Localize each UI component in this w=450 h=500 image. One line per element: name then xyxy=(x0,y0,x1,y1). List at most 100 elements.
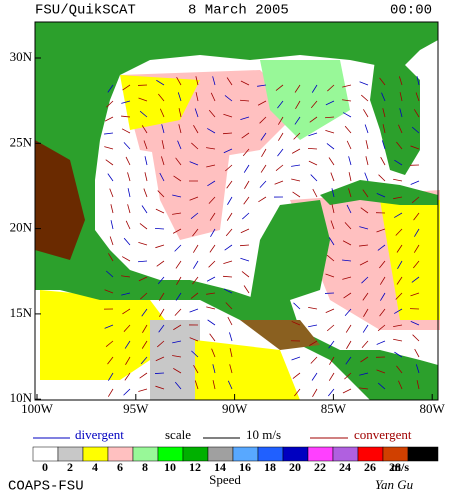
wind-arrow xyxy=(376,369,386,374)
wind-arrow xyxy=(331,188,335,198)
wind-arrow xyxy=(326,254,335,262)
speed-patch xyxy=(260,60,350,140)
speed-patch xyxy=(120,75,200,130)
wind-arrow xyxy=(394,308,403,314)
wind-arrow xyxy=(413,260,420,269)
wind-arrow xyxy=(327,84,335,92)
wind-arrow xyxy=(176,76,182,86)
wind-arrow xyxy=(411,276,420,283)
wind-arrow xyxy=(377,324,386,332)
wind-arrow xyxy=(241,132,250,139)
wind-arrow xyxy=(127,188,131,198)
wind-arrow xyxy=(226,212,233,221)
wind-arrow xyxy=(195,92,199,102)
wind-arrow xyxy=(415,364,420,374)
wind-arrow xyxy=(155,244,165,249)
wind-arrow xyxy=(239,99,250,102)
wind-arrow xyxy=(348,172,352,182)
lon-label: 90W xyxy=(222,401,248,416)
wind-arrow xyxy=(243,196,250,205)
wind-arrow xyxy=(156,260,165,267)
colorbar-label: 12 xyxy=(189,460,201,474)
wind-arrow xyxy=(411,196,420,204)
wind-arrow xyxy=(225,228,233,237)
wind-arrow xyxy=(121,275,131,278)
lon-label: 95W xyxy=(123,401,149,416)
wind-arrow xyxy=(292,191,301,198)
cuba xyxy=(320,180,438,205)
wind-arrow xyxy=(224,244,233,251)
wind-arrow xyxy=(330,220,335,230)
wind-arrow xyxy=(159,172,165,182)
wind-arrow xyxy=(226,180,233,189)
wind-arrow xyxy=(143,140,148,150)
wind-arrow xyxy=(410,292,420,297)
colorbar-label: 24 xyxy=(339,460,351,474)
speed-patch xyxy=(150,320,200,400)
wind-arrow xyxy=(395,292,403,300)
wind-arrow xyxy=(361,94,369,102)
title: FSU/QuikSCAT xyxy=(35,3,136,19)
wind-arrow xyxy=(394,159,403,166)
wind-arrow xyxy=(326,324,335,332)
wind-arrow xyxy=(209,244,216,253)
wind-arrow xyxy=(211,348,216,358)
wind-arrow xyxy=(291,178,301,182)
wind-arrow xyxy=(342,240,352,246)
wind-arrow xyxy=(328,340,335,349)
speed-patch xyxy=(40,290,180,380)
legend-convergent: convergent xyxy=(354,427,412,442)
wind-arrow xyxy=(348,188,352,198)
wind-arrow xyxy=(121,128,131,134)
wind-arrow xyxy=(122,308,131,315)
wind-arrow xyxy=(121,115,131,118)
wind-arrow xyxy=(381,92,386,102)
wind-arrow xyxy=(104,289,114,294)
wind-arrow xyxy=(311,84,318,93)
wind-arrow xyxy=(344,125,352,134)
wind-arrow xyxy=(227,380,233,390)
wind-arrow xyxy=(110,220,114,230)
wind-arrow xyxy=(413,109,420,118)
wind-arrow xyxy=(416,380,420,390)
wind-arrow xyxy=(141,125,148,134)
wind-arrow xyxy=(143,188,148,198)
wind-arrow xyxy=(325,100,335,106)
wind-arrow xyxy=(210,92,216,102)
wind-arrow xyxy=(291,148,301,154)
wind-arrow xyxy=(328,372,335,381)
wind-arrow xyxy=(344,372,352,380)
map-frame xyxy=(34,21,439,401)
wind-arrow xyxy=(109,236,114,246)
wind-arrow xyxy=(348,156,352,166)
wind-arrow xyxy=(192,276,199,285)
wind-arrow xyxy=(107,84,114,93)
wind-arrow xyxy=(310,100,318,109)
wind-arrow xyxy=(345,356,352,365)
wind-arrow xyxy=(342,276,352,280)
wind-arrow xyxy=(413,244,420,253)
wind-arrow xyxy=(223,113,233,118)
wind-arrow xyxy=(325,308,335,313)
wind-arrow xyxy=(157,276,165,285)
wind-arrow xyxy=(362,189,369,198)
wind-arrow xyxy=(293,132,301,140)
wind-arrow xyxy=(365,140,369,150)
wind-arrow xyxy=(125,156,131,166)
wind-arrow xyxy=(410,180,420,185)
wind-arrow xyxy=(122,84,131,91)
wind-arrow xyxy=(380,292,386,301)
wind-arrow xyxy=(158,292,165,301)
colorbar-label: 18 xyxy=(264,460,276,474)
wind-arrow xyxy=(140,356,148,365)
colorbar-label: 2 xyxy=(67,460,73,474)
wind-arrow xyxy=(363,109,369,118)
wind-arrow xyxy=(229,332,233,342)
wind-arrow xyxy=(212,76,216,86)
wind-arrow xyxy=(342,388,352,394)
speed-patch xyxy=(150,140,230,240)
wind-arrow xyxy=(308,324,318,328)
wind-arrow xyxy=(361,276,369,284)
author: Yan Gu xyxy=(375,477,414,492)
wind-arrow xyxy=(193,244,199,253)
